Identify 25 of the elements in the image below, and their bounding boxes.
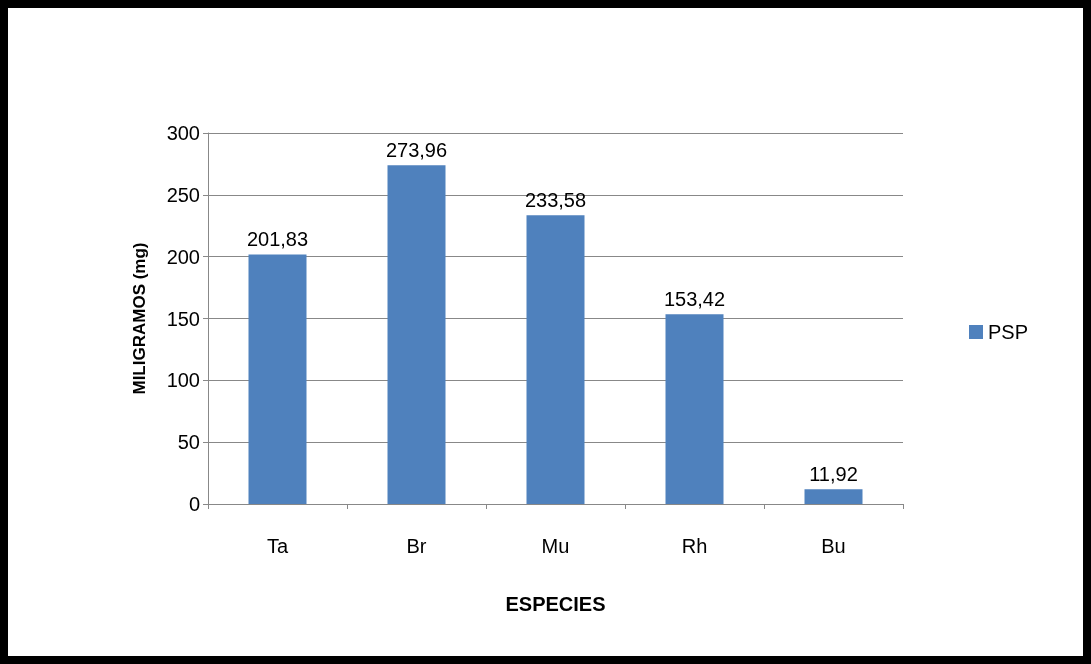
y-tick-label: 200: [166, 245, 200, 268]
x-axis-title: ESPECIES: [505, 593, 606, 615]
data-label: 153,42: [663, 288, 726, 311]
y-tick-label: 150: [166, 307, 200, 330]
x-tick-label: Mu: [541, 535, 570, 557]
x-tick-label: Ta: [266, 535, 289, 557]
bar: [387, 165, 446, 504]
x-tick-label: Rh: [681, 535, 708, 557]
data-label: 233,58: [524, 189, 587, 212]
bar: [665, 314, 724, 504]
bar: [804, 489, 863, 504]
y-tick-label: 100: [166, 369, 200, 392]
data-label: 201,83: [246, 228, 309, 251]
data-label: 11,92: [809, 463, 858, 486]
y-tick-label: 300: [166, 122, 200, 144]
y-tick-label: 250: [166, 183, 200, 206]
bar: [248, 254, 307, 504]
y-axis-title: MILIGRAMOS (mg): [130, 242, 149, 395]
bar: [526, 215, 585, 504]
y-tick-label: 50: [177, 431, 200, 454]
data-label: 273,96: [385, 139, 448, 162]
x-tick-label: Br: [406, 535, 427, 557]
x-tick-label: Bu: [821, 535, 846, 557]
y-tick-label: 0: [188, 493, 200, 515]
legend-label: PSP: [987, 321, 1029, 343]
